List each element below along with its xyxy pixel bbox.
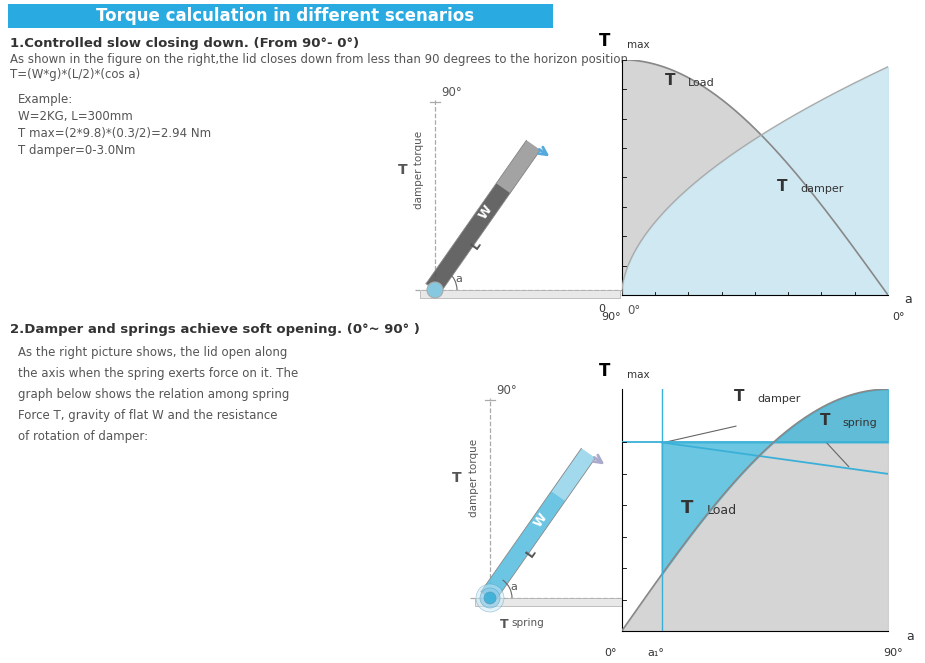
Text: $\mathbf{T}$: $\mathbf{T}$ <box>664 72 676 88</box>
Text: a: a <box>455 274 462 284</box>
Text: Load: Load <box>707 505 737 517</box>
Text: a: a <box>511 582 517 592</box>
Text: 90°: 90° <box>883 648 903 658</box>
Text: 90°: 90° <box>496 384 517 397</box>
Text: spring: spring <box>511 618 544 628</box>
Polygon shape <box>426 141 540 294</box>
Text: 90°: 90° <box>441 86 462 99</box>
Text: $\mathbf{T}$: $\mathbf{T}$ <box>734 388 746 404</box>
Text: 0°: 0° <box>605 648 617 658</box>
Text: 0°: 0° <box>627 304 640 317</box>
Circle shape <box>427 282 443 298</box>
Polygon shape <box>481 448 596 601</box>
Text: a₁°: a₁° <box>648 648 665 658</box>
Text: L: L <box>524 546 539 560</box>
Text: As shown in the figure on the right,the lid closes down from less than 90 degree: As shown in the figure on the right,the … <box>10 53 632 66</box>
Polygon shape <box>496 141 540 193</box>
Text: damper: damper <box>800 184 844 194</box>
Text: damper torque: damper torque <box>414 131 424 209</box>
Circle shape <box>480 588 500 608</box>
Text: a: a <box>906 629 915 642</box>
Text: Example:: Example: <box>18 93 73 106</box>
Text: L: L <box>469 237 485 251</box>
Text: T damper=0-3.0Nm: T damper=0-3.0Nm <box>18 144 135 157</box>
Bar <box>475 598 675 606</box>
Text: W: W <box>532 511 550 530</box>
Text: damper: damper <box>758 394 801 404</box>
Text: $\mathbf{T}$: $\mathbf{T}$ <box>598 32 611 50</box>
Circle shape <box>476 584 504 612</box>
Text: Force T, gravity of flat W and the resistance: Force T, gravity of flat W and the resis… <box>18 409 277 422</box>
Text: Torque calculation in different scenarios: Torque calculation in different scenario… <box>96 7 474 25</box>
Text: spring: spring <box>843 418 878 428</box>
Text: As the right picture shows, the lid open along: As the right picture shows, the lid open… <box>18 346 288 359</box>
Text: T: T <box>398 163 407 177</box>
Text: 1.Controlled slow closing down. (From 90°- 0°): 1.Controlled slow closing down. (From 90… <box>10 37 359 50</box>
Text: graph below shows the relation among spring: graph below shows the relation among spr… <box>18 388 290 401</box>
Text: $\mathbf{T}$: $\mathbf{T}$ <box>819 412 831 428</box>
Text: a: a <box>904 293 912 306</box>
Text: 2.Damper and springs achieve soft opening. (0°~ 90° ): 2.Damper and springs achieve soft openin… <box>10 323 420 336</box>
Text: 90°: 90° <box>601 312 621 322</box>
Text: $\mathbf{T}$: $\mathbf{T}$ <box>598 361 611 379</box>
Text: max: max <box>627 40 649 50</box>
Text: the axis when the spring exerts force on it. The: the axis when the spring exerts force on… <box>18 367 298 380</box>
Text: T=(W*g)*(L/2)*(cos a): T=(W*g)*(L/2)*(cos a) <box>10 68 141 81</box>
Circle shape <box>484 592 496 604</box>
Text: $\mathbf{T}$: $\mathbf{T}$ <box>776 178 788 194</box>
Text: W=2KG, L=300mm: W=2KG, L=300mm <box>18 110 133 123</box>
Text: T: T <box>500 618 509 631</box>
Text: 0: 0 <box>598 304 606 314</box>
Text: max: max <box>627 369 649 379</box>
Text: T: T <box>452 471 462 485</box>
Text: Load: Load <box>688 78 715 88</box>
Polygon shape <box>551 448 596 501</box>
Bar <box>420 290 620 298</box>
Text: 0°: 0° <box>682 612 696 625</box>
Text: $\mathbf{T}$: $\mathbf{T}$ <box>680 499 695 517</box>
Text: T max=(2*9.8)*(0.3/2)=2.94 Nm: T max=(2*9.8)*(0.3/2)=2.94 Nm <box>18 127 211 140</box>
Text: damper torque: damper torque <box>469 439 479 517</box>
FancyBboxPatch shape <box>8 4 553 28</box>
Text: 0°: 0° <box>893 312 905 322</box>
Text: W: W <box>476 204 495 222</box>
Text: of rotation of damper:: of rotation of damper: <box>18 430 148 443</box>
